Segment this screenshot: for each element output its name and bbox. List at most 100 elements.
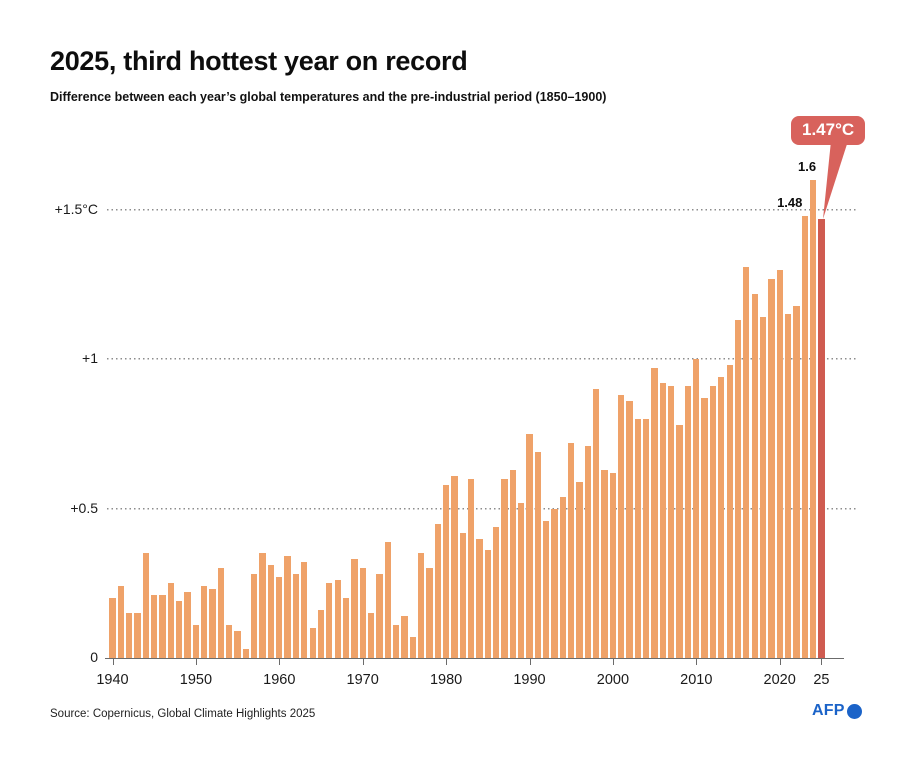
bar-2007 — [668, 386, 675, 658]
bar-1955 — [234, 631, 241, 658]
bar-1956 — [242, 649, 250, 658]
bar-1989 — [518, 502, 525, 658]
bar-1993 — [551, 508, 558, 658]
bar-1999 — [601, 469, 608, 658]
x-axis-tick-2010 — [696, 659, 698, 665]
bar-2000 — [609, 472, 617, 658]
x-axis-tick-1970 — [362, 659, 364, 665]
bar-2004 — [643, 419, 650, 658]
bar-2013 — [718, 377, 725, 658]
bar-2001 — [618, 395, 625, 658]
bar-2014 — [726, 365, 733, 658]
bar-1973 — [384, 541, 391, 658]
bar-1957 — [251, 574, 258, 658]
bar-1994 — [559, 496, 566, 658]
x-axis-label-1960: 1960 — [263, 672, 296, 688]
bar-1946 — [159, 595, 166, 658]
x-axis-tick-25 — [821, 659, 823, 665]
bar-1965 — [317, 610, 325, 658]
x-axis-tick-2020 — [779, 659, 781, 665]
bar-2010 — [693, 359, 700, 658]
bar-1958 — [259, 553, 266, 658]
bar-1941 — [117, 586, 124, 658]
bar-value-label-2024: 1.6 — [798, 159, 817, 175]
bar-1985 — [484, 550, 491, 658]
bar-1978 — [426, 568, 433, 658]
x-axis-tick-1960 — [279, 659, 281, 665]
x-axis-label-1970: 1970 — [346, 672, 379, 688]
bar-1943 — [134, 613, 141, 658]
bar-2019 — [768, 278, 775, 658]
callout-pointer — [823, 141, 848, 219]
callout-1.47c: 1.47°C — [791, 116, 866, 145]
x-axis-tick-1990 — [529, 659, 531, 665]
y-axis-label-0: 0 — [90, 649, 98, 665]
bar-1991 — [534, 451, 541, 658]
bar-2002 — [626, 401, 633, 658]
bar-1959 — [267, 565, 275, 658]
source-credit: Source: Copernicus, Global Climate Highl… — [50, 708, 316, 720]
bar-2012 — [709, 386, 717, 658]
x-axis-line — [105, 658, 844, 659]
bar-1967 — [334, 580, 341, 658]
bar-1947 — [167, 583, 175, 658]
bar-2011 — [701, 398, 708, 658]
bar-1981 — [451, 475, 458, 658]
y-axis-label-+0.5: +0.5 — [70, 499, 98, 516]
bar-1962 — [292, 574, 300, 658]
x-axis-label-1950: 1950 — [179, 672, 213, 688]
bar-value-label-2023: 1.48 — [777, 194, 803, 210]
bar-1944 — [142, 553, 149, 658]
bar-2017 — [751, 293, 758, 658]
bar-2025 — [818, 218, 825, 658]
bar-1951 — [201, 586, 208, 658]
bar-1980 — [442, 484, 450, 658]
bar-2016 — [743, 266, 750, 658]
chart-title: 2025, third hottest year on record — [50, 46, 468, 76]
bar-1990 — [526, 433, 533, 658]
bar-1960 — [276, 577, 283, 658]
bar-2020 — [776, 269, 783, 658]
afp-logo: AFP — [812, 702, 862, 720]
bar-2006 — [659, 383, 667, 658]
bar-2008 — [676, 425, 683, 658]
chart-subtitle: Difference between each year’s global te… — [50, 90, 607, 104]
bar-1968 — [342, 598, 350, 658]
bar-2018 — [759, 317, 767, 658]
bar-1995 — [568, 442, 575, 658]
bar-2024 — [809, 180, 817, 658]
bar-1963 — [301, 562, 308, 658]
bar-1961 — [284, 556, 291, 658]
bar-1984 — [476, 538, 483, 658]
bar-1948 — [176, 601, 183, 658]
bar-1942 — [126, 613, 133, 658]
y-axis-label-+1.5°C: +1.5°C — [54, 200, 98, 217]
bar-1966 — [326, 583, 333, 658]
x-axis-label-1990: 1990 — [513, 672, 546, 688]
gridline-1.5 — [107, 208, 858, 211]
bar-1977 — [417, 553, 425, 658]
x-axis-tick-1940 — [112, 659, 114, 665]
bar-1953 — [217, 568, 225, 658]
x-axis-label-1940: 1940 — [96, 672, 129, 688]
bar-1983 — [467, 478, 475, 658]
bar-1974 — [392, 625, 400, 658]
bar-2023 — [801, 215, 808, 658]
bar-2015 — [734, 320, 742, 658]
bar-1952 — [209, 589, 216, 658]
x-axis-tick-1980 — [446, 659, 448, 665]
bar-1992 — [543, 520, 550, 658]
bar-1969 — [351, 559, 358, 658]
bar-1975 — [401, 616, 408, 658]
bar-1976 — [409, 637, 416, 658]
bar-1987 — [501, 478, 508, 658]
bar-1954 — [226, 625, 233, 658]
bar-1988 — [509, 469, 516, 658]
bar-2021 — [784, 314, 792, 658]
bar-1972 — [376, 574, 383, 658]
afp-logo-text: AFP — [812, 702, 845, 719]
x-axis-label-25: 25 — [813, 672, 830, 688]
bar-1996 — [576, 481, 583, 658]
bar-1940 — [109, 598, 116, 658]
